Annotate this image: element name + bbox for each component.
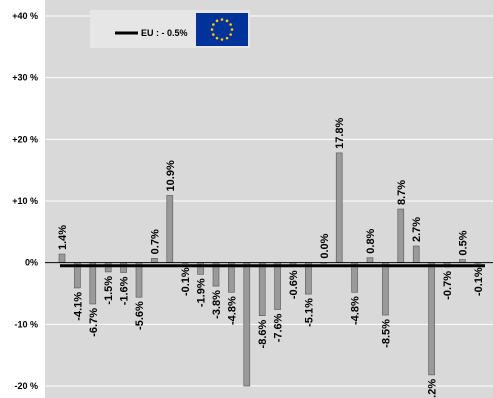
- data-label: -8.6%: [257, 319, 269, 348]
- data-label: -1.5%: [103, 276, 115, 305]
- data-label: 0.8%: [365, 228, 377, 253]
- data-label: -4.1%: [72, 292, 84, 321]
- bar: [366, 257, 374, 263]
- bar: [135, 262, 143, 298]
- bar: [151, 258, 158, 263]
- bar: [104, 262, 112, 273]
- eu-flag-icon: [196, 13, 248, 46]
- y-tick-label: +20 %: [12, 134, 38, 144]
- flag-star: [229, 33, 232, 36]
- data-label: -6.7%: [88, 308, 100, 337]
- bar: [428, 262, 435, 376]
- bar: [382, 262, 389, 316]
- bar: [120, 262, 127, 273]
- data-label: -5.1%: [303, 298, 315, 327]
- bar: [274, 262, 281, 310]
- data-label: -0.1%: [180, 267, 192, 296]
- data-label: -4.8%: [226, 296, 238, 325]
- data-label: 0.7%: [149, 229, 161, 254]
- y-tick-label: +40 %: [12, 11, 38, 21]
- flag-star: [220, 38, 224, 41]
- bar: [166, 195, 174, 263]
- data-label: -5.6%: [134, 301, 146, 330]
- data-label: 1.4%: [57, 225, 69, 250]
- y-tick-label: +30 %: [12, 73, 38, 83]
- data-label: -4.8%: [350, 296, 362, 325]
- y-tick-label: -20 %: [14, 381, 38, 391]
- data-label: -7.6%: [273, 313, 285, 342]
- y-axis-tick-labels: -20 % -10 % 0% +10 % +20 % +30 % +40 %: [12, 11, 38, 391]
- data-label: 17.8%: [334, 117, 346, 148]
- y-tick-label: +10 %: [12, 196, 38, 206]
- flag-star: [215, 19, 219, 23]
- bar: [305, 262, 312, 295]
- flag-star: [225, 36, 229, 40]
- data-label: 8.7%: [396, 180, 408, 205]
- plot-area: [45, 0, 493, 398]
- data-label: 2.7%: [411, 217, 423, 242]
- flag-star: [215, 36, 219, 40]
- data-label: 0.0%: [319, 233, 331, 258]
- y-tick-label: 0%: [25, 258, 38, 268]
- data-label: -0.1%: [473, 267, 485, 296]
- flag-star: [210, 28, 214, 31]
- data-label: -1.6%: [119, 276, 131, 305]
- legend-label: EU : - 0.5%: [141, 28, 188, 38]
- data-label: -3.8%: [211, 290, 223, 319]
- bar: [89, 262, 97, 305]
- flag-star: [225, 19, 229, 23]
- data-label: 0.5%: [457, 230, 469, 255]
- y-tick-label: -10 %: [14, 319, 38, 329]
- bar: [258, 262, 266, 316]
- bar: [335, 152, 343, 263]
- data-label: -8.5%: [380, 319, 392, 348]
- data-label: 8.2%: [427, 379, 439, 398]
- reference-lines: [45, 262, 493, 268]
- data-labels: 1.4% -4.1% -6.7%-1.5% -1.6%-5.6% 0.7% 10.9% -0…: [57, 117, 485, 398]
- bar: [243, 262, 251, 387]
- data-label: 10.9%: [165, 160, 177, 191]
- data-label: -0.7%: [442, 271, 454, 300]
- bar: [412, 245, 420, 263]
- data-label: -1.9%: [196, 278, 208, 307]
- data-label: -0.6%: [288, 270, 300, 299]
- flag-star: [212, 33, 215, 36]
- flag-star: [229, 23, 232, 26]
- flag-star: [212, 23, 215, 26]
- legend: EU : - 0.5%: [90, 10, 250, 48]
- bars: [58, 152, 482, 387]
- flag-star: [230, 28, 234, 31]
- flag-star: [220, 18, 224, 21]
- bar: [58, 253, 66, 263]
- bar: [397, 208, 405, 263]
